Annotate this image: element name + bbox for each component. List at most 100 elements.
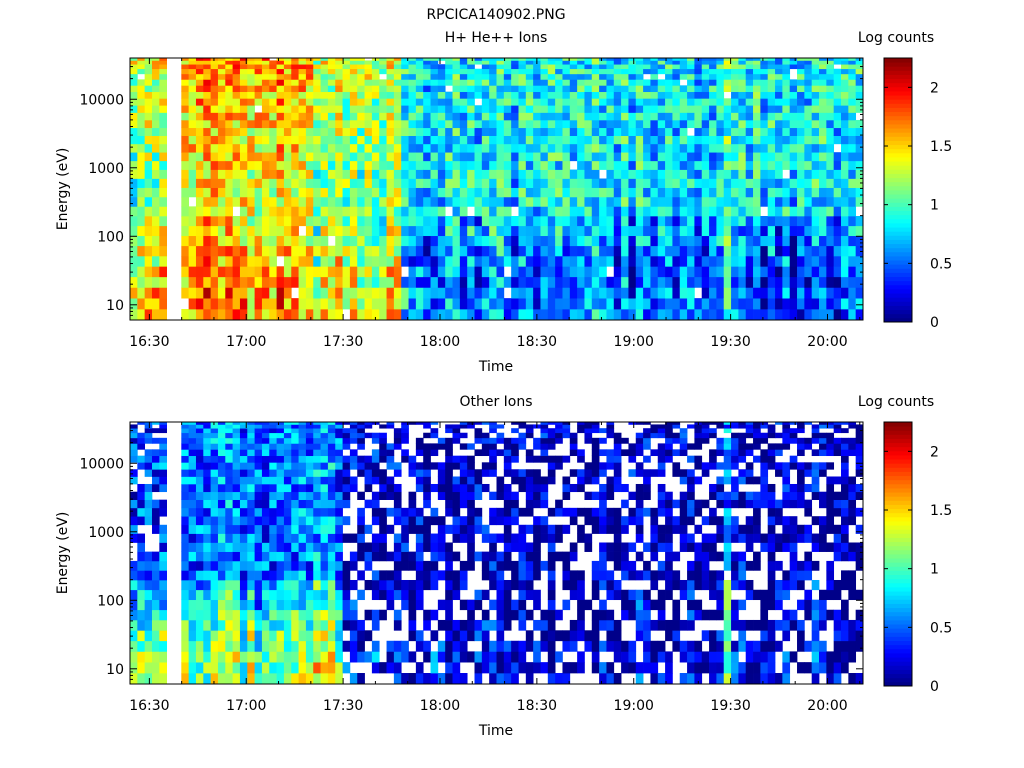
heatmap-cell bbox=[423, 235, 431, 247]
heatmap-cell bbox=[261, 255, 270, 267]
heatmap-cell bbox=[342, 599, 351, 611]
heatmap-cell bbox=[210, 469, 219, 477]
heatmap-cell bbox=[679, 206, 688, 217]
heatmap-cell bbox=[525, 507, 534, 517]
heatmap-cell bbox=[672, 178, 681, 188]
heatmap-cell bbox=[481, 432, 490, 439]
heatmap-cell bbox=[408, 499, 417, 509]
heatmap-cell bbox=[511, 276, 519, 288]
heatmap-cell bbox=[188, 662, 197, 674]
heatmap-cell bbox=[540, 533, 549, 543]
heatmap-cell bbox=[269, 245, 277, 257]
heatmap-cell bbox=[819, 245, 827, 257]
heatmap-cell bbox=[232, 560, 241, 571]
heatmap-cell bbox=[848, 206, 857, 217]
heatmap-cell bbox=[151, 235, 160, 247]
heatmap-cell bbox=[298, 105, 307, 113]
heatmap-cell bbox=[562, 235, 571, 247]
heatmap-cell bbox=[489, 437, 497, 444]
heatmap-cell bbox=[181, 560, 189, 571]
heatmap-cell bbox=[217, 662, 226, 674]
heatmap-cell bbox=[247, 516, 255, 526]
heatmap-cell bbox=[533, 160, 541, 170]
heatmap-cell bbox=[357, 516, 365, 526]
heatmap-cell bbox=[283, 469, 292, 477]
heatmap-cell bbox=[833, 309, 842, 321]
heatmap-cell bbox=[437, 112, 446, 121]
heatmap-cell bbox=[298, 630, 307, 642]
heatmap-cell bbox=[130, 206, 138, 217]
heatmap-cell bbox=[203, 235, 211, 247]
heatmap-cell bbox=[320, 58, 329, 61]
heatmap-cell bbox=[137, 551, 146, 562]
heatmap-cell bbox=[833, 79, 842, 86]
heatmap-cell bbox=[496, 266, 505, 278]
heatmap-cell bbox=[283, 455, 292, 463]
heatmap-cell bbox=[731, 266, 739, 278]
heatmap-cell bbox=[364, 424, 373, 429]
heatmap-cell bbox=[489, 169, 497, 179]
heatmap-cell bbox=[657, 196, 666, 207]
heatmap-cell bbox=[591, 105, 600, 113]
heatmap-cell bbox=[540, 449, 549, 457]
heatmap-cell bbox=[591, 215, 600, 227]
heatmap-cell bbox=[232, 169, 241, 179]
heatmap-cell bbox=[239, 196, 248, 207]
heatmap-cell bbox=[313, 143, 321, 153]
heatmap-cell bbox=[144, 266, 153, 278]
heatmap-cell bbox=[159, 499, 167, 509]
heatmap-cell bbox=[643, 143, 651, 153]
heatmap-cell bbox=[335, 105, 343, 113]
heatmap-cell bbox=[489, 287, 497, 299]
heatmap-cell bbox=[203, 524, 211, 534]
heatmap-cell bbox=[635, 196, 644, 207]
heatmap-cell bbox=[379, 225, 387, 237]
heatmap-cell bbox=[298, 469, 307, 477]
heatmap-cell bbox=[357, 443, 365, 450]
heatmap-cell bbox=[540, 428, 549, 434]
heatmap-cell bbox=[342, 60, 351, 65]
heatmap-cell bbox=[613, 119, 622, 129]
heatmap-cell bbox=[723, 79, 732, 86]
heatmap-cell bbox=[511, 298, 519, 310]
heatmap-cell bbox=[437, 85, 446, 93]
heatmap-cell bbox=[467, 476, 475, 485]
heatmap-cell bbox=[687, 225, 695, 237]
heatmap-cell bbox=[591, 589, 600, 601]
heatmap-cell bbox=[738, 60, 747, 65]
heatmap-cell bbox=[489, 619, 497, 631]
colorbar-swatch bbox=[884, 301, 912, 306]
heatmap-cell bbox=[269, 160, 277, 170]
heatmap-cell bbox=[269, 178, 277, 188]
heatmap-cell bbox=[144, 287, 153, 299]
heatmap-cell bbox=[562, 225, 571, 237]
heatmap-cell bbox=[635, 235, 644, 247]
heatmap-cell bbox=[130, 60, 138, 65]
heatmap-cell bbox=[298, 673, 307, 685]
heatmap-cell bbox=[371, 64, 380, 70]
heatmap-cell bbox=[701, 73, 710, 80]
heatmap-cell bbox=[181, 187, 189, 198]
heatmap-cell bbox=[525, 469, 534, 477]
heatmap-cell bbox=[569, 68, 578, 75]
heatmap-cell bbox=[430, 73, 439, 80]
heatmap-cell bbox=[591, 449, 600, 457]
heatmap-cell bbox=[291, 298, 299, 310]
colorbar-swatch bbox=[884, 140, 912, 146]
heatmap-cell bbox=[753, 105, 761, 113]
heatmap-cell bbox=[635, 225, 644, 237]
heatmap-cell bbox=[261, 499, 270, 509]
heatmap-cell bbox=[195, 160, 204, 170]
heatmap-cell bbox=[628, 215, 637, 227]
heatmap-cell bbox=[467, 143, 475, 153]
heatmap-cell bbox=[599, 58, 607, 61]
heatmap-cell bbox=[511, 491, 519, 500]
heatmap-cell bbox=[745, 298, 754, 310]
heatmap-cell bbox=[665, 68, 673, 75]
heatmap-cell bbox=[144, 579, 153, 591]
heatmap-cell bbox=[195, 491, 204, 500]
heatmap-cell bbox=[357, 437, 365, 444]
heatmap-cell bbox=[335, 533, 343, 543]
heatmap-cell bbox=[459, 112, 468, 121]
heatmap-cell bbox=[261, 135, 270, 145]
